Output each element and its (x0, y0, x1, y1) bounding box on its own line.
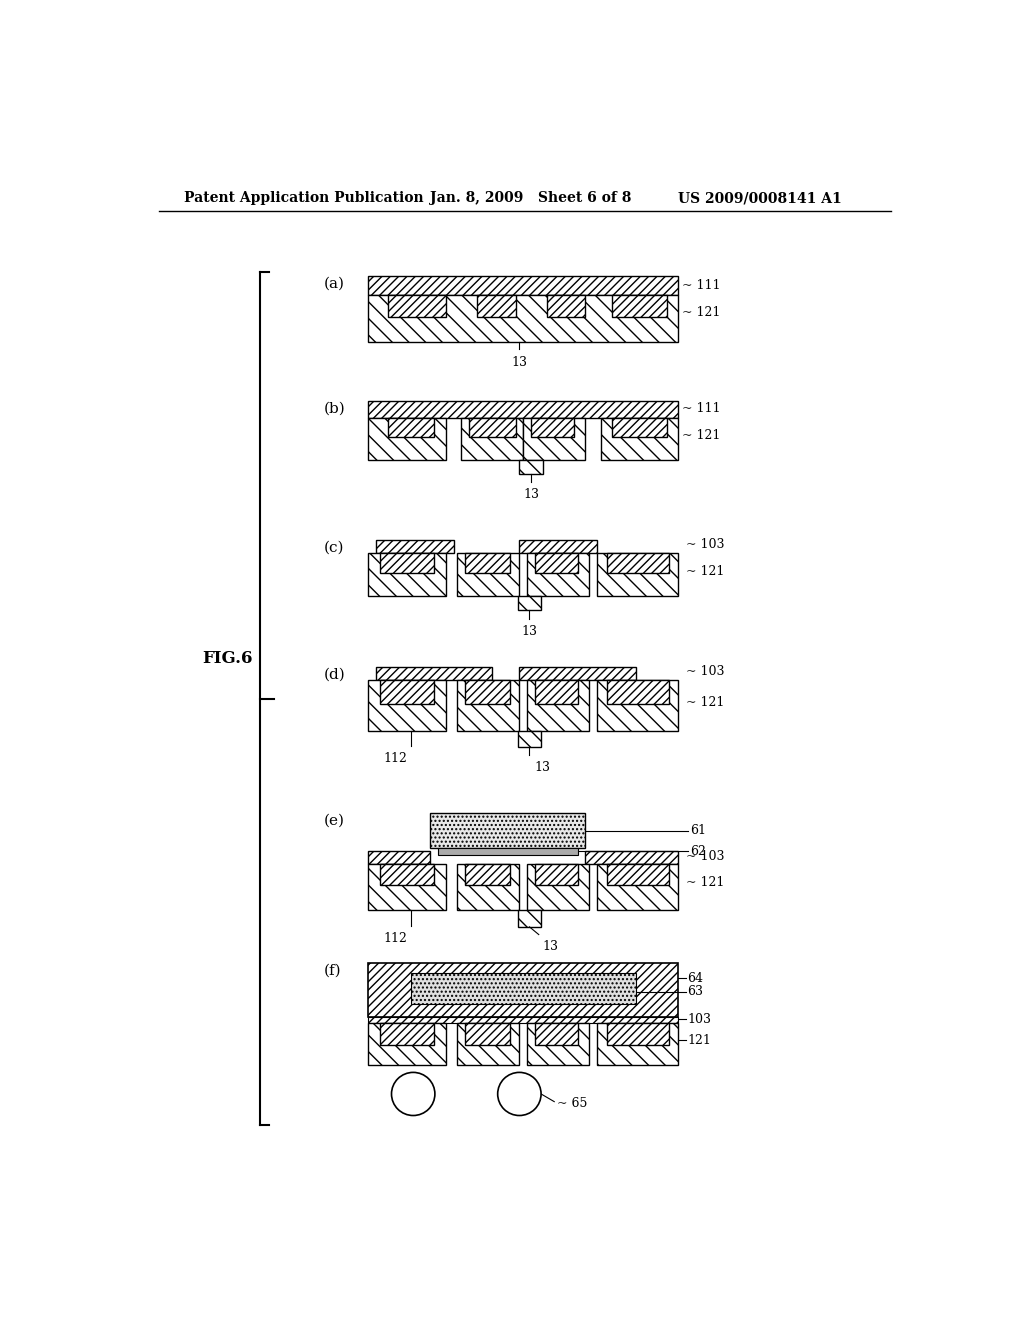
Text: 62: 62 (690, 845, 706, 858)
Text: ~ 121: ~ 121 (686, 565, 724, 578)
Bar (519, 540, 597, 553)
Text: US 2009/0008141 A1: US 2009/0008141 A1 (678, 191, 842, 206)
Text: ~ 103: ~ 103 (686, 665, 725, 678)
Bar (438, 847, 578, 855)
Bar (458, 681, 519, 730)
Text: 13: 13 (543, 940, 559, 953)
Bar (380, 1023, 434, 1044)
Bar (586, 851, 678, 863)
Text: FIG.6: FIG.6 (202, 651, 253, 668)
Bar (376, 667, 493, 681)
Bar (519, 461, 543, 474)
Bar (430, 813, 586, 847)
Circle shape (498, 1072, 541, 1115)
Text: (e): (e) (324, 813, 344, 828)
Bar (465, 1023, 510, 1044)
Bar (369, 681, 445, 730)
Text: 13: 13 (521, 626, 538, 638)
Bar (369, 1016, 678, 1023)
Bar (369, 553, 445, 595)
Bar (535, 681, 578, 704)
Text: 103: 103 (687, 1012, 712, 1026)
Text: ~ 103: ~ 103 (686, 539, 725, 552)
Bar (527, 553, 589, 595)
Text: 13: 13 (535, 762, 551, 775)
Bar (607, 1023, 669, 1044)
Text: (c): (c) (324, 540, 344, 554)
Bar (518, 730, 541, 747)
Bar (388, 418, 434, 437)
Bar (477, 296, 515, 317)
Bar (519, 667, 636, 681)
Bar (369, 1023, 445, 1065)
Bar (458, 1023, 519, 1065)
Bar (527, 681, 589, 730)
Bar (465, 681, 510, 704)
Bar (601, 418, 678, 461)
Bar (527, 863, 589, 909)
Text: (b): (b) (324, 401, 345, 416)
Text: 13: 13 (511, 355, 527, 368)
Text: 61: 61 (690, 824, 706, 837)
Text: 121: 121 (687, 1034, 712, 1047)
Text: 63: 63 (687, 985, 703, 998)
Text: 112: 112 (383, 752, 408, 766)
Bar (465, 863, 510, 886)
Bar (597, 863, 678, 909)
Text: 112: 112 (383, 932, 408, 945)
Text: ~ 103: ~ 103 (686, 850, 725, 863)
Bar (535, 553, 578, 573)
Text: ~ 121: ~ 121 (682, 306, 721, 319)
Bar (597, 553, 678, 595)
Bar (523, 418, 586, 461)
Text: Patent Application Publication: Patent Application Publication (183, 191, 424, 206)
Bar (458, 863, 519, 909)
Bar (369, 276, 678, 296)
Text: (f): (f) (324, 964, 341, 978)
Bar (535, 863, 578, 886)
Bar (376, 540, 454, 553)
Bar (607, 553, 669, 573)
Text: 64: 64 (687, 972, 703, 985)
Bar (518, 909, 541, 927)
Text: (d): (d) (324, 668, 345, 681)
Bar (547, 296, 586, 317)
Bar (597, 681, 678, 730)
Bar (369, 418, 445, 461)
Bar (369, 401, 678, 418)
Bar (458, 553, 519, 595)
Bar (380, 863, 434, 886)
Text: ~ 111: ~ 111 (682, 279, 721, 292)
Bar (369, 863, 445, 909)
Bar (597, 1023, 678, 1065)
Bar (531, 418, 573, 437)
Text: ~ 121: ~ 121 (682, 429, 721, 442)
Bar (369, 851, 430, 863)
Bar (612, 418, 667, 437)
Bar (380, 553, 434, 573)
Bar (469, 418, 515, 437)
Text: ~ 121: ~ 121 (686, 696, 724, 709)
Circle shape (391, 1072, 435, 1115)
Bar (527, 1023, 589, 1065)
Text: ~ 111: ~ 111 (682, 403, 721, 416)
Text: Jan. 8, 2009   Sheet 6 of 8: Jan. 8, 2009 Sheet 6 of 8 (430, 191, 632, 206)
Bar (612, 296, 667, 317)
Bar (535, 1023, 578, 1044)
Bar (369, 296, 678, 342)
Bar (411, 973, 636, 1003)
Text: (a): (a) (324, 277, 344, 290)
Bar (380, 681, 434, 704)
Bar (388, 296, 445, 317)
Bar (607, 681, 669, 704)
Text: ~ 121: ~ 121 (686, 875, 724, 888)
Bar (465, 553, 510, 573)
Bar (369, 964, 678, 1016)
Bar (518, 595, 541, 610)
Bar (461, 418, 523, 461)
Bar (607, 863, 669, 886)
Text: ~ 65: ~ 65 (557, 1097, 587, 1110)
Text: 13: 13 (523, 488, 539, 502)
